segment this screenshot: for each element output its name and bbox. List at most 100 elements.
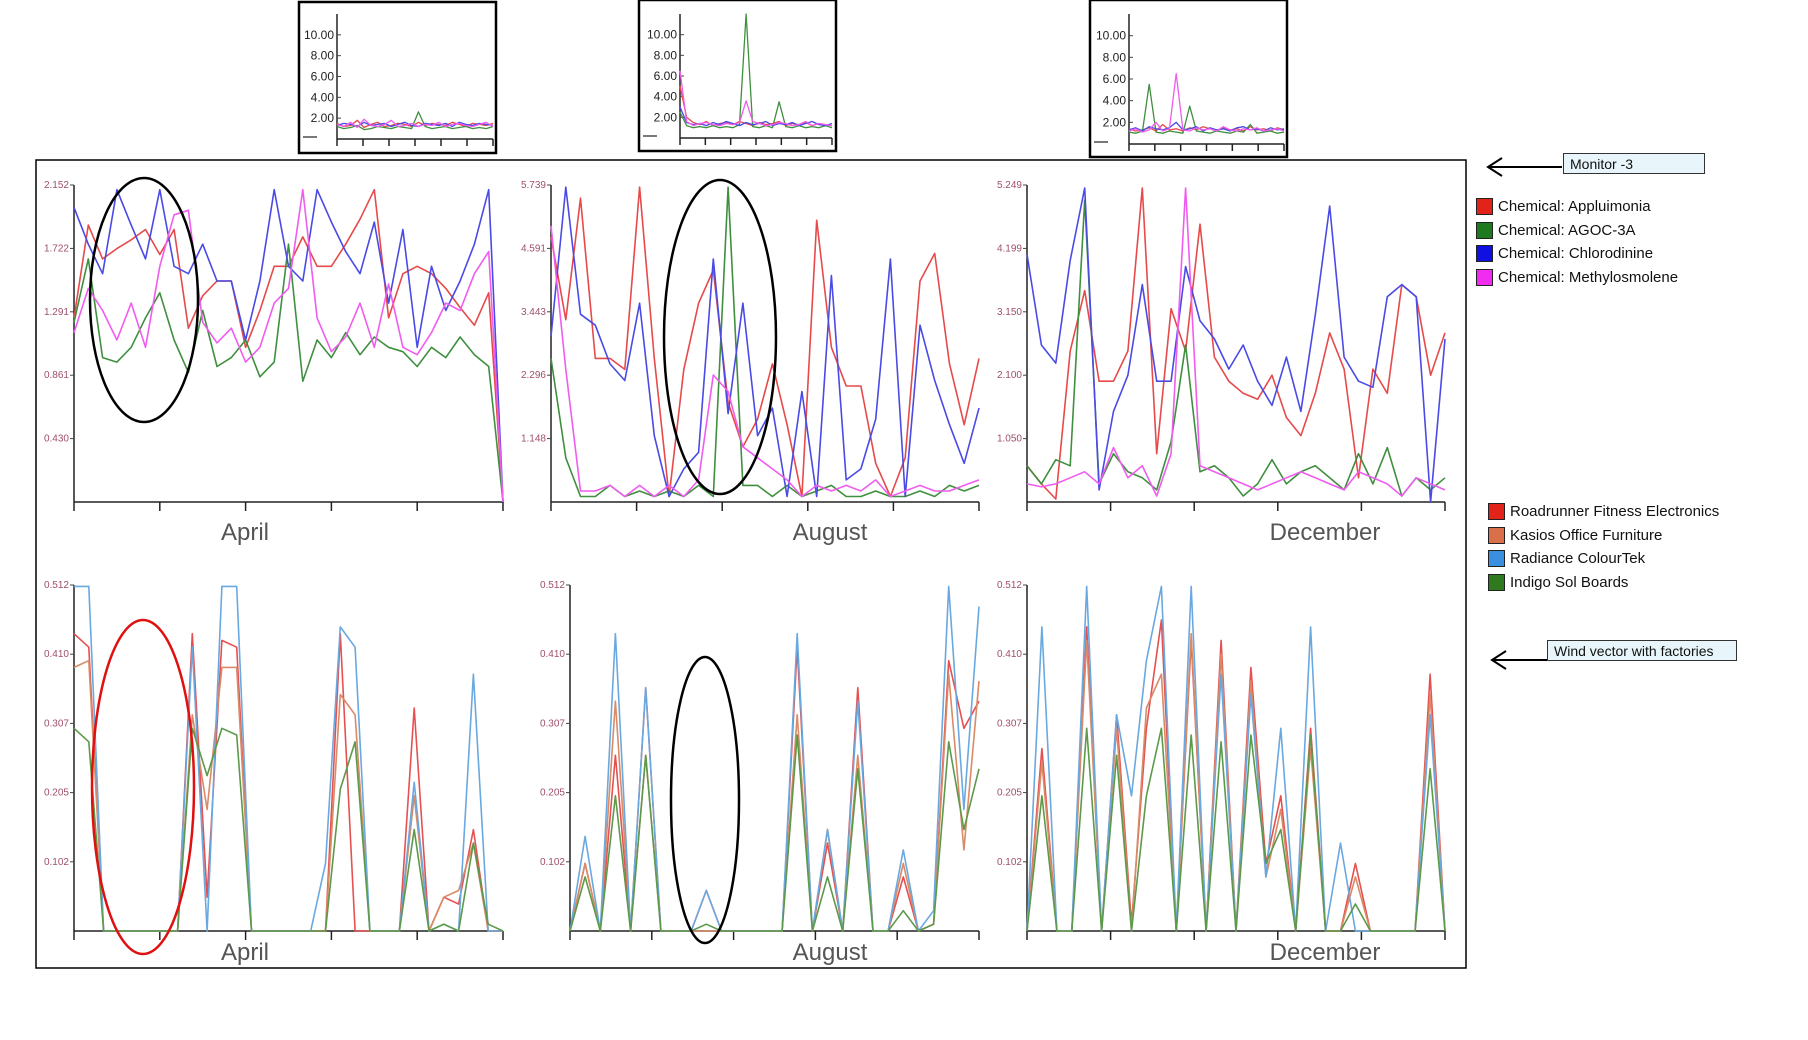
chemical-legend-label: Chemical: AGOC-3A	[1498, 221, 1636, 239]
y-tick-label: 4.00	[1103, 94, 1127, 108]
y-tick-label: 2.00	[311, 111, 335, 125]
x-axis-label: April	[221, 939, 269, 966]
chemical-legend-label: Chemical: Appluimonia	[1498, 198, 1651, 216]
x-axis-label: August	[793, 519, 868, 546]
series-line-1	[336, 111, 494, 131]
main-frame	[35, 159, 1467, 969]
x-axis-label: April	[221, 519, 269, 546]
chemical-legend-item: Chemical: Appluimonia	[1476, 195, 1678, 219]
y-tick-label: 4.199	[997, 243, 1022, 254]
y-tick-label: 2.296	[521, 370, 546, 381]
x-axis-label: December	[1270, 939, 1381, 966]
series-line-2	[550, 186, 980, 498]
series-line-2	[73, 188, 504, 503]
series-line-0	[73, 632, 503, 932]
y-tick-label: 2.00	[654, 110, 678, 124]
y-tick-label: 0.102	[44, 857, 69, 868]
y-tick-label: 3.150	[997, 307, 1022, 318]
factory-legend-item: Indigo Sol Boards	[1488, 571, 1719, 595]
series-line-3	[1128, 72, 1285, 133]
y-tick-label: 1.722	[44, 243, 69, 254]
x-axis-label: December	[1270, 519, 1381, 546]
highlight-ellipse	[88, 176, 200, 424]
wind-april-chart: 0.512 0.410 0.307 0.205 0.102 April	[44, 580, 504, 966]
y-tick-label: 1.291	[44, 307, 69, 318]
factory-legend-label: Indigo Sol Boards	[1510, 573, 1629, 591]
highlight-ellipse	[669, 655, 741, 945]
y-tick-label: 5.739	[521, 180, 546, 191]
series-line-3	[1026, 187, 1446, 497]
y-tick-label: 0.307	[540, 718, 565, 729]
wind-august-chart: 0.512 0.410 0.307 0.205 0.102 August	[540, 580, 980, 966]
series-line-3	[569, 734, 980, 932]
factory-legend-label: Roadrunner Fitness Electronics	[1510, 503, 1720, 521]
series-line-3	[550, 225, 980, 498]
y-tick-label: 0.512	[540, 580, 565, 591]
series-line-1	[1026, 199, 1446, 497]
series-line-3	[679, 70, 833, 127]
overview-august-chart: 10.00 8.00 6.00 4.00 2.00	[637, 0, 838, 153]
y-tick-label: 8.00	[1103, 50, 1127, 64]
y-tick-label: 0.205	[997, 788, 1022, 799]
series-line-1	[569, 673, 980, 932]
series-line-2	[679, 106, 833, 127]
chemical-legend: Chemical: Appluimonia Chemical: AGOC-3A Ch…	[1476, 195, 1678, 289]
y-tick-label: 4.00	[311, 90, 335, 104]
factory-legend-label: Kasios Office Furniture	[1510, 526, 1663, 544]
y-tick-label: 0.430	[44, 434, 69, 445]
series-line-2	[74, 585, 503, 932]
series-line-0	[550, 186, 980, 498]
y-tick-label: 6.00	[311, 70, 335, 84]
wind-vector-label: Wind vector with factories	[1547, 640, 1737, 661]
y-tick-label: 2.152	[44, 180, 69, 191]
overview-december-chart: 10.00 8.00 6.00 4.00 2.00	[1088, 0, 1289, 159]
y-tick-label: 6.00	[1103, 72, 1127, 86]
y-tick-label: 1.148	[521, 434, 546, 445]
factory-legend-item: Radiance ColourTek	[1488, 547, 1719, 571]
monitor-label: Monitor -3	[1563, 153, 1705, 174]
y-tick-label: 8.00	[654, 48, 678, 62]
chemical-legend-swatch	[1476, 268, 1493, 286]
series-line-2	[1026, 187, 1446, 503]
y-tick-label: 0.410	[997, 649, 1022, 660]
y-tick-label: 0.512	[44, 580, 69, 591]
factory-legend-label: Radiance ColourTek	[1510, 550, 1646, 568]
chemical-legend-swatch	[1476, 221, 1493, 239]
y-tick-label: 4.591	[521, 243, 546, 254]
overview-frame	[297, 0, 498, 155]
monitor-arrow	[1486, 157, 1562, 177]
series-line-2	[569, 585, 980, 932]
chemical-legend-label: Chemical: Chlorodinine	[1498, 245, 1654, 263]
y-tick-label: 2.00	[1103, 115, 1127, 129]
highlight-annotations	[88, 176, 778, 956]
chem-april-chart: 2.152 1.722 1.291 0.861 0.430 April	[44, 180, 504, 546]
y-tick-label: 0.205	[44, 788, 69, 799]
y-tick-label: 0.307	[44, 718, 69, 729]
y-tick-label: 10.00	[647, 28, 677, 42]
factory-legend-swatch	[1488, 550, 1505, 568]
y-tick-label: 3.443	[521, 307, 546, 318]
series-line-1	[73, 243, 504, 503]
chemical-legend-label: Chemical: Methylosmolene	[1498, 268, 1679, 286]
chemical-legend-item: Chemical: AGOC-3A	[1476, 219, 1678, 243]
y-tick-label: 0.102	[540, 857, 565, 868]
y-tick-label: 10.00	[304, 28, 334, 42]
y-tick-label: 0.307	[997, 718, 1022, 729]
series-line-3	[73, 727, 504, 932]
series-line-3	[336, 118, 494, 129]
y-tick-label: 0.102	[997, 857, 1022, 868]
y-tick-label: 6.00	[654, 69, 678, 83]
chemical-legend-item: Chemical: Chlorodinine	[1476, 242, 1678, 266]
highlight-ellipse	[662, 178, 778, 496]
y-tick-label: 0.861	[44, 370, 69, 381]
chemical-legend-item: Chemical: Methylosmolene	[1476, 266, 1678, 290]
factory-legend-swatch	[1488, 573, 1505, 591]
x-axis-label: August	[793, 939, 868, 966]
y-tick-label: 8.00	[311, 49, 335, 63]
factory-legend: Roadrunner Fitness Electronics Kasios Off…	[1488, 500, 1719, 594]
y-tick-label: 0.410	[540, 649, 565, 660]
factory-legend-swatch	[1488, 526, 1505, 544]
highlight-ellipse-red	[90, 618, 196, 956]
series-line-0	[569, 646, 980, 932]
